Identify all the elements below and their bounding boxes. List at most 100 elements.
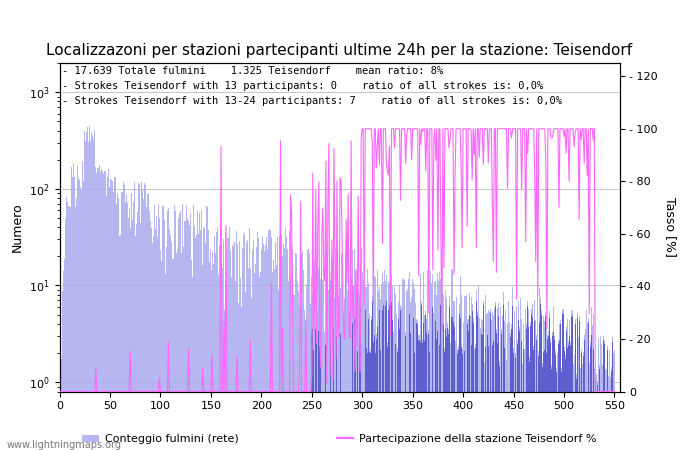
- Bar: [452, 322, 454, 450]
- Bar: [419, 340, 420, 450]
- Bar: [382, 274, 383, 450]
- Bar: [390, 332, 391, 450]
- Bar: [66, 198, 67, 450]
- Bar: [495, 302, 496, 450]
- Bar: [81, 189, 82, 450]
- Legend: Conteggio fulmini (rete), Conteggio fulmini stazione Teisendorf, Partecipazione : Conteggio fulmini (rete), Conteggio fulm…: [78, 430, 601, 450]
- Bar: [512, 306, 513, 450]
- Bar: [589, 342, 591, 450]
- Bar: [339, 296, 340, 450]
- Bar: [475, 344, 476, 450]
- Bar: [144, 183, 145, 450]
- Bar: [443, 324, 444, 450]
- Bar: [318, 269, 319, 450]
- Bar: [416, 323, 417, 450]
- Bar: [426, 319, 427, 450]
- Bar: [488, 346, 489, 450]
- Bar: [309, 253, 310, 450]
- Bar: [418, 335, 419, 450]
- Bar: [611, 367, 612, 450]
- Bar: [498, 316, 499, 450]
- Bar: [134, 235, 136, 450]
- Bar: [458, 304, 460, 450]
- Bar: [149, 211, 150, 450]
- Bar: [273, 260, 274, 450]
- Bar: [589, 347, 591, 450]
- Bar: [148, 194, 149, 450]
- Bar: [348, 261, 349, 450]
- Bar: [193, 206, 194, 450]
- Bar: [308, 249, 309, 450]
- Bar: [177, 249, 178, 450]
- Bar: [486, 313, 488, 450]
- Bar: [427, 270, 428, 450]
- Bar: [232, 244, 234, 450]
- Bar: [532, 317, 533, 450]
- Bar: [330, 333, 331, 450]
- Bar: [102, 171, 104, 450]
- Bar: [157, 237, 158, 450]
- Bar: [431, 283, 433, 450]
- Bar: [357, 263, 358, 450]
- Bar: [298, 291, 299, 450]
- Bar: [607, 351, 608, 450]
- Bar: [371, 320, 372, 450]
- Bar: [65, 219, 66, 450]
- Bar: [219, 245, 220, 450]
- Bar: [62, 291, 63, 450]
- Bar: [504, 321, 505, 450]
- Bar: [166, 247, 167, 450]
- Bar: [438, 281, 440, 450]
- Bar: [460, 318, 461, 450]
- Bar: [261, 250, 262, 450]
- Bar: [601, 344, 602, 450]
- Bar: [306, 284, 307, 450]
- Bar: [491, 320, 492, 450]
- Bar: [97, 167, 98, 450]
- Bar: [245, 292, 246, 450]
- Bar: [318, 331, 319, 450]
- Bar: [319, 346, 321, 450]
- Bar: [428, 334, 429, 450]
- Bar: [591, 307, 592, 450]
- Bar: [196, 235, 197, 450]
- Bar: [403, 278, 404, 450]
- Bar: [548, 336, 550, 450]
- Bar: [602, 365, 603, 450]
- Bar: [284, 248, 285, 450]
- Bar: [174, 206, 175, 450]
- Bar: [396, 314, 397, 450]
- Bar: [612, 342, 613, 450]
- Bar: [531, 309, 532, 450]
- Bar: [541, 310, 542, 450]
- Bar: [176, 253, 177, 450]
- Bar: [333, 327, 335, 450]
- Bar: [209, 261, 210, 450]
- Bar: [523, 349, 524, 450]
- Bar: [540, 297, 541, 450]
- Bar: [170, 235, 171, 450]
- Bar: [433, 313, 434, 450]
- Bar: [509, 322, 510, 450]
- Bar: [525, 309, 526, 450]
- Bar: [76, 198, 77, 450]
- Bar: [435, 321, 436, 450]
- Bar: [179, 213, 180, 450]
- Bar: [499, 366, 500, 450]
- Bar: [296, 254, 297, 450]
- Bar: [555, 355, 556, 450]
- Bar: [349, 259, 351, 450]
- Bar: [147, 194, 148, 450]
- Bar: [517, 340, 518, 450]
- Bar: [402, 279, 403, 450]
- Bar: [307, 250, 308, 450]
- Bar: [292, 249, 293, 450]
- Bar: [521, 341, 522, 450]
- Bar: [175, 211, 176, 450]
- Bar: [554, 336, 555, 450]
- Bar: [555, 351, 556, 450]
- Bar: [413, 283, 414, 450]
- Bar: [595, 376, 596, 450]
- Bar: [545, 312, 546, 450]
- Bar: [312, 292, 314, 450]
